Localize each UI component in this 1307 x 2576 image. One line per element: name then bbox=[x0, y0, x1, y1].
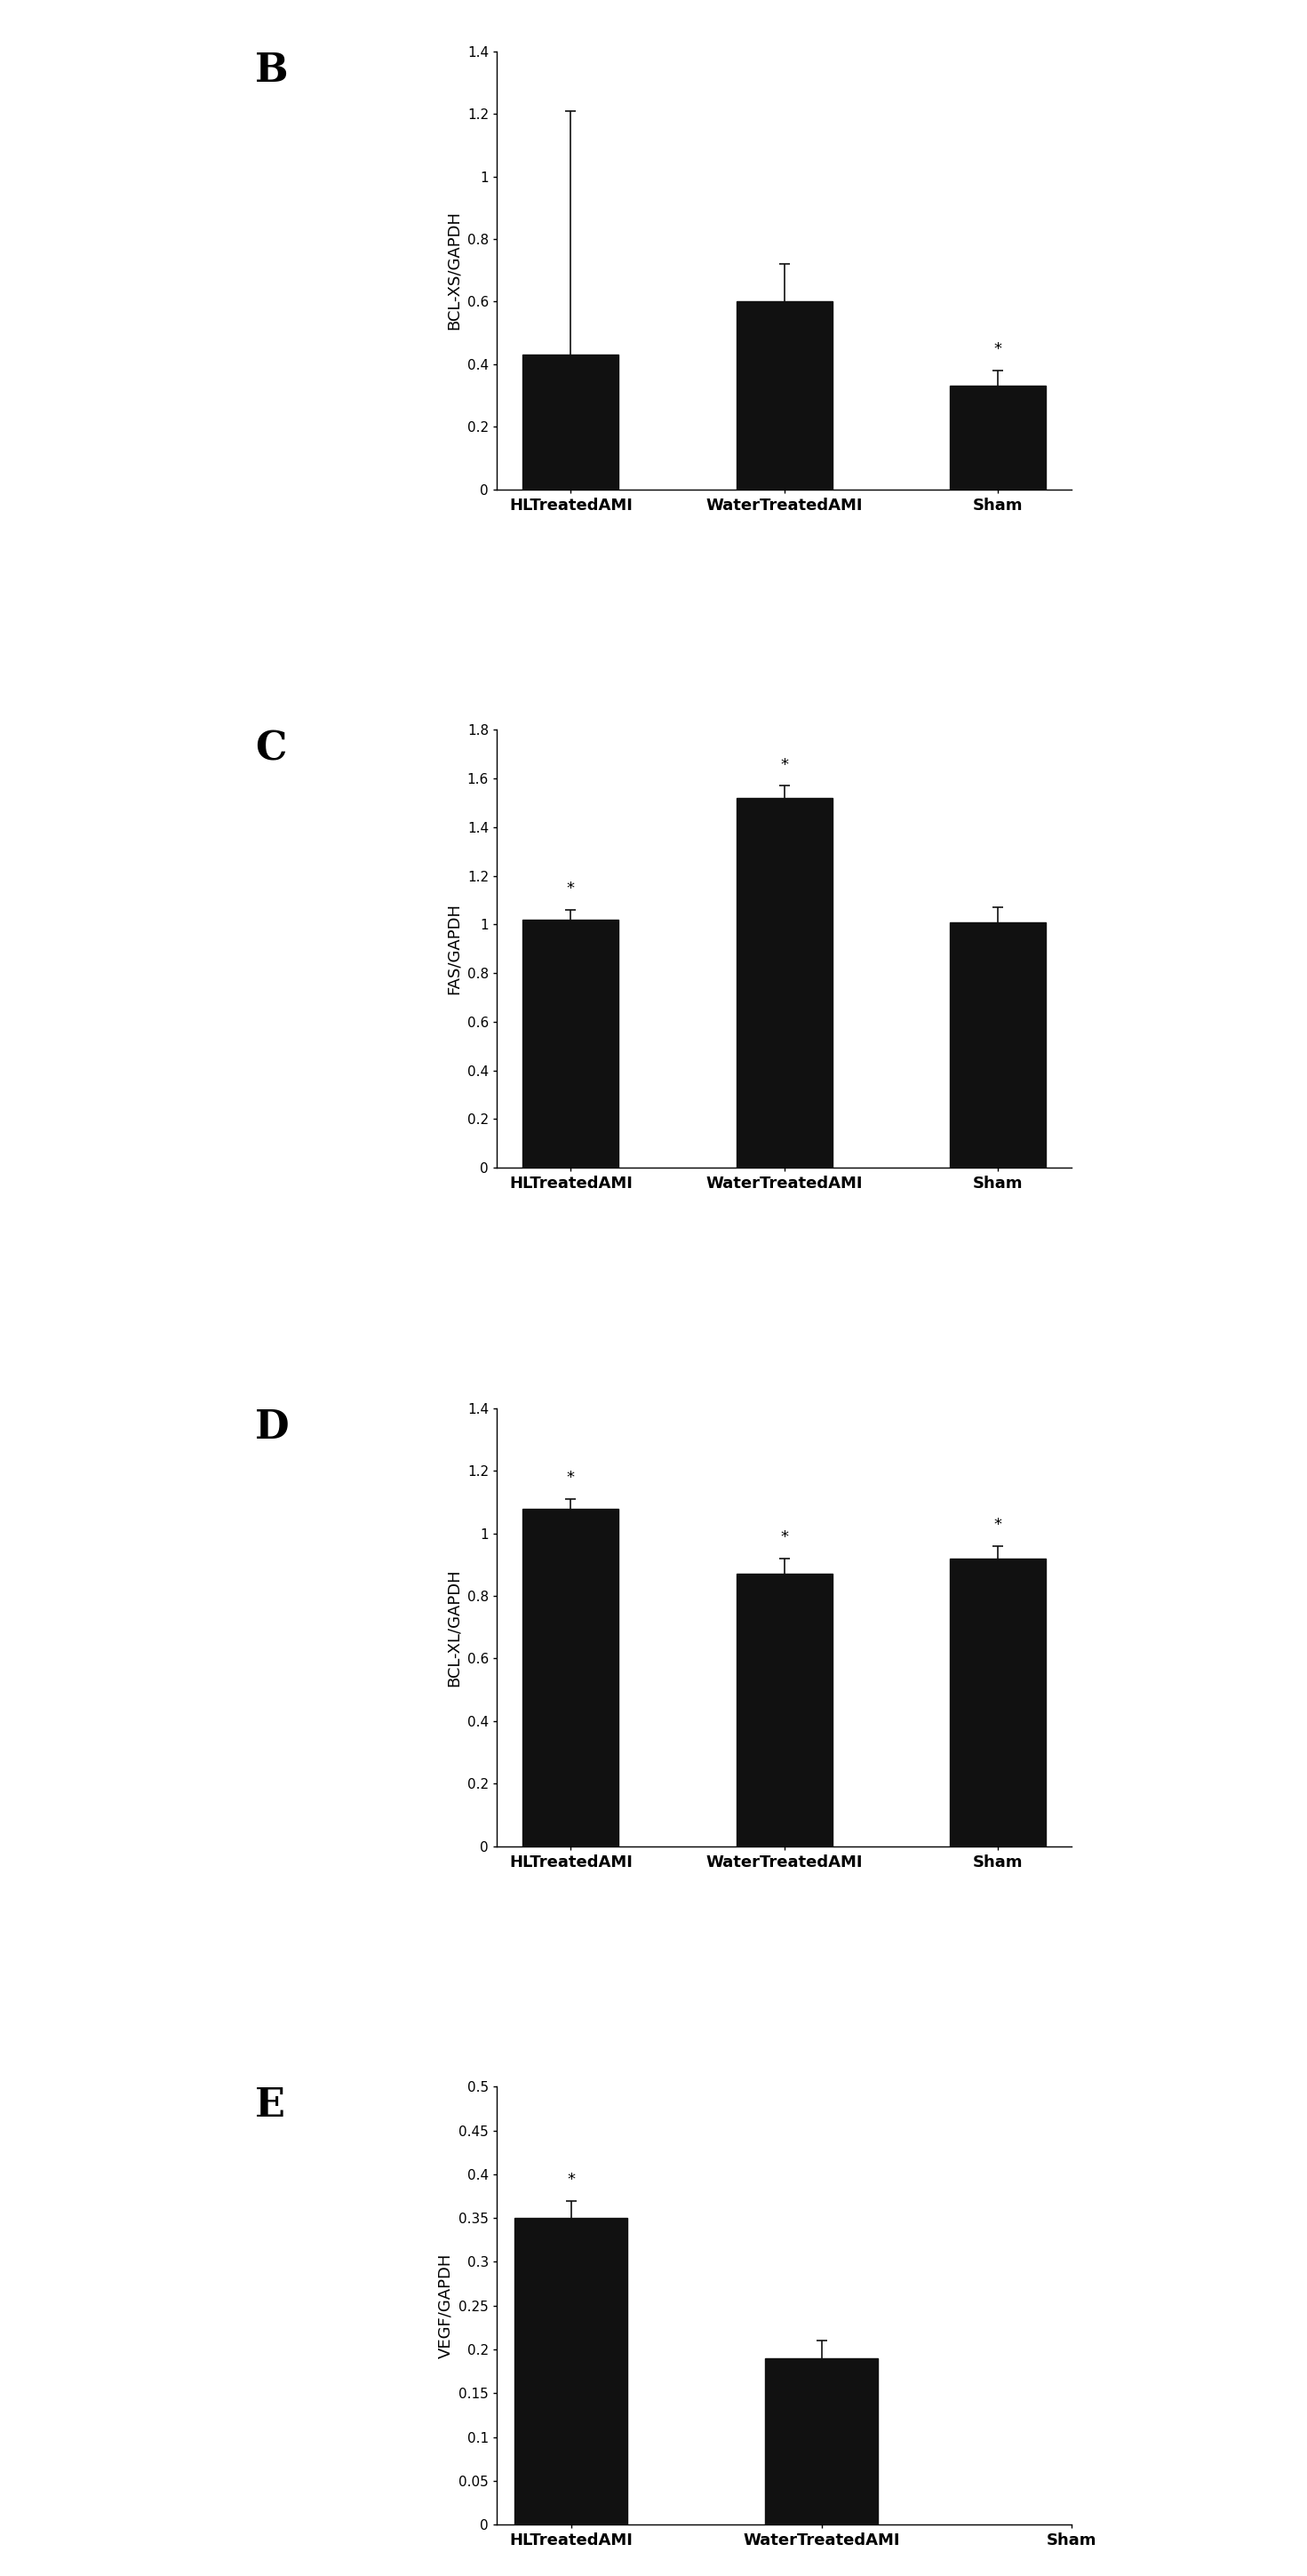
Bar bbox=[950, 386, 1046, 489]
Y-axis label: BCL-XS/GAPDH: BCL-XS/GAPDH bbox=[446, 211, 463, 330]
Bar bbox=[515, 2218, 627, 2524]
Bar bbox=[765, 2357, 878, 2524]
Y-axis label: BCL-XL/GAPDH: BCL-XL/GAPDH bbox=[446, 1569, 463, 1687]
Bar bbox=[736, 799, 833, 1167]
Text: B: B bbox=[255, 52, 289, 90]
Text: *: * bbox=[567, 2172, 575, 2187]
Y-axis label: VEGF/GAPDH: VEGF/GAPDH bbox=[438, 2254, 454, 2357]
Y-axis label: FAS/GAPDH: FAS/GAPDH bbox=[446, 904, 463, 994]
Text: C: C bbox=[255, 729, 286, 768]
Bar bbox=[523, 920, 618, 1167]
Bar bbox=[523, 355, 618, 489]
Text: *: * bbox=[567, 1471, 575, 1486]
Text: *: * bbox=[780, 757, 788, 773]
Text: *: * bbox=[567, 881, 575, 896]
Text: E: E bbox=[255, 2087, 285, 2125]
Bar bbox=[736, 301, 833, 489]
Bar bbox=[950, 1558, 1046, 1847]
Bar bbox=[736, 1574, 833, 1847]
Text: *: * bbox=[780, 1530, 788, 1546]
Text: *: * bbox=[993, 1517, 1001, 1533]
Bar bbox=[950, 922, 1046, 1167]
Bar bbox=[523, 1510, 618, 1847]
Text: D: D bbox=[255, 1409, 289, 1448]
Text: *: * bbox=[993, 340, 1001, 358]
